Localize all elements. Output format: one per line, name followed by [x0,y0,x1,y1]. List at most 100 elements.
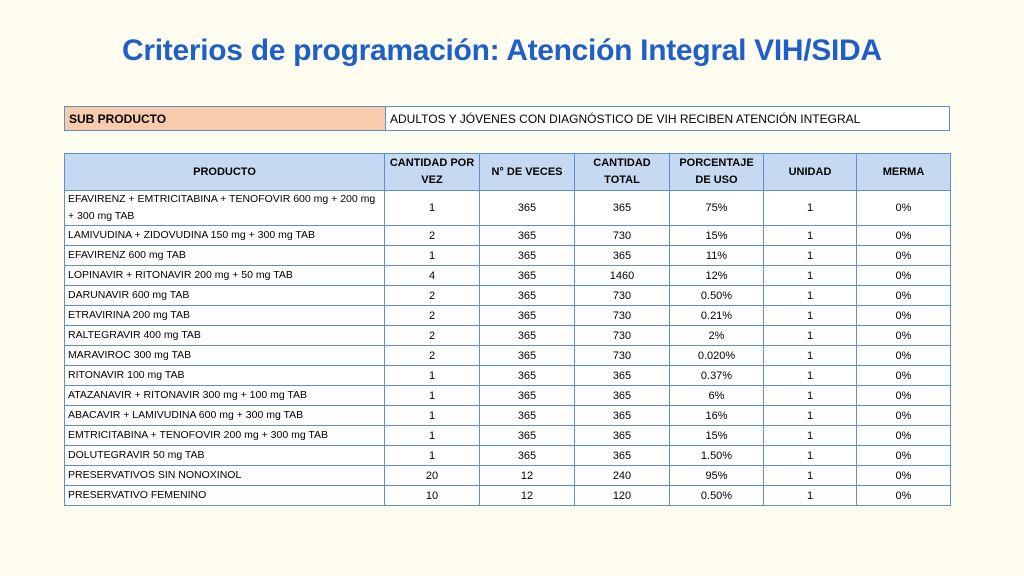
cell-cantidad: 1 [384,405,480,426]
cell-total: 365 [574,245,670,266]
cell-porcentaje: 95% [669,465,764,486]
cell-merma: 0% [856,245,951,266]
cell-porcentaje: 15% [669,225,764,246]
cell-producto: PRESERVATIVOS SIN NONOXINOL [64,465,385,486]
cell-cantidad: 10 [384,485,480,506]
cell-unidad: 1 [763,485,857,506]
cell-veces: 365 [479,190,575,226]
table-row: PRESERVATIVO FEMENINO 10 12 120 0.50% 1 0% [64,485,951,506]
cell-producto: MARAVIROC 300 mg TAB [64,345,385,366]
cell-unidad: 1 [763,325,857,346]
cell-producto: PRESERVATIVO FEMENINO [64,485,385,506]
table-row: DARUNAVIR 600 mg TAB 2 365 730 0.50% 1 0% [64,285,951,306]
subproduct-value: ADULTOS Y JÓVENES CON DIAGNÓSTICO DE VIH… [385,106,950,131]
cell-cantidad: 1 [384,385,480,406]
cell-cantidad: 2 [384,285,480,306]
cell-veces: 365 [479,325,575,346]
cell-veces: 365 [479,225,575,246]
cell-veces: 365 [479,365,575,386]
cell-veces: 365 [479,305,575,326]
cell-unidad: 1 [763,190,857,226]
cell-cantidad: 2 [384,225,480,246]
subproduct-label: SUB PRODUCTO [64,106,386,131]
subproduct-row: SUB PRODUCTO ADULTOS Y JÓVENES CON DIAGN… [64,106,950,131]
cell-porcentaje: 1.50% [669,445,764,466]
header-porcentaje: PORCENTAJE DE USO [669,153,764,191]
cell-total: 365 [574,425,670,446]
table-row: EFAVIRENZ + EMTRICITABINA + TENOFOVIR 60… [64,190,951,226]
table-row: EFAVIRENZ 600 mg TAB 1 365 365 11% 1 0% [64,245,951,266]
table-row: RALTEGRAVIR 400 mg TAB 2 365 730 2% 1 0% [64,325,951,346]
cell-porcentaje: 12% [669,265,764,286]
table-row: MARAVIROC 300 mg TAB 2 365 730 0.020% 1 0% [64,345,951,366]
cell-merma: 0% [856,425,951,446]
cell-cantidad: 1 [384,190,480,226]
cell-porcentaje: 6% [669,385,764,406]
cell-porcentaje: 0.50% [669,285,764,306]
cell-merma: 0% [856,265,951,286]
cell-porcentaje: 75% [669,190,764,226]
cell-total: 730 [574,305,670,326]
cell-cantidad: 1 [384,425,480,446]
cell-producto: ATAZANAVIR + RITONAVIR 300 mg + 100 mg T… [64,385,385,406]
cell-unidad: 1 [763,245,857,266]
cell-total: 120 [574,485,670,506]
cell-producto: RALTEGRAVIR 400 mg TAB [64,325,385,346]
cell-producto: EFAVIRENZ 600 mg TAB [64,245,385,266]
cell-total: 730 [574,325,670,346]
table-row: ABACAVIR + LAMIVUDINA 600 mg + 300 mg TA… [64,405,951,426]
cell-merma: 0% [856,385,951,406]
cell-veces: 365 [479,245,575,266]
cell-merma: 0% [856,485,951,506]
cell-producto: LOPINAVIR + RITONAVIR 200 mg + 50 mg TAB [64,265,385,286]
header-cantidad: CANTIDAD POR VEZ [384,153,480,191]
cell-producto: DARUNAVIR 600 mg TAB [64,285,385,306]
table-row: PRESERVATIVOS SIN NONOXINOL 20 12 240 95% 1 0% [64,465,951,486]
header-merma: MERMA [856,153,951,191]
cell-unidad: 1 [763,445,857,466]
cell-merma: 0% [856,305,951,326]
cell-porcentaje: 0.37% [669,365,764,386]
cell-cantidad: 2 [384,325,480,346]
cell-veces: 365 [479,405,575,426]
cell-producto: ABACAVIR + LAMIVUDINA 600 mg + 300 mg TA… [64,405,385,426]
table-row: LOPINAVIR + RITONAVIR 200 mg + 50 mg TAB… [64,265,951,286]
header-unidad: UNIDAD [763,153,857,191]
cell-cantidad: 1 [384,245,480,266]
cell-merma: 0% [856,190,951,226]
cell-producto: EMTRICITABINA + TENOFOVIR 200 mg + 300 m… [64,425,385,446]
cell-unidad: 1 [763,405,857,426]
cell-producto: EFAVIRENZ + EMTRICITABINA + TENOFOVIR 60… [64,190,385,226]
cell-cantidad: 20 [384,465,480,486]
cell-total: 240 [574,465,670,486]
header-producto: PRODUCTO [64,153,385,191]
cell-porcentaje: 16% [669,405,764,426]
cell-unidad: 1 [763,385,857,406]
cell-producto: ETRAVIRINA 200 mg TAB [64,305,385,326]
cell-merma: 0% [856,225,951,246]
cell-total: 365 [574,445,670,466]
table-row: RITONAVIR 100 mg TAB 1 365 365 0.37% 1 0% [64,365,951,386]
cell-unidad: 1 [763,285,857,306]
cell-unidad: 1 [763,265,857,286]
table-row: LAMIVUDINA + ZIDOVUDINA 150 mg + 300 mg … [64,225,951,246]
cell-cantidad: 1 [384,445,480,466]
cell-cantidad: 2 [384,305,480,326]
cell-cantidad: 4 [384,265,480,286]
cell-veces: 365 [479,345,575,366]
cell-total: 365 [574,385,670,406]
cell-unidad: 1 [763,305,857,326]
cell-unidad: 1 [763,465,857,486]
cell-total: 730 [574,225,670,246]
cell-unidad: 1 [763,365,857,386]
subproduct-table: SUB PRODUCTO ADULTOS Y JÓVENES CON DIAGN… [64,106,950,131]
cell-veces: 12 [479,465,575,486]
cell-unidad: 1 [763,345,857,366]
cell-veces: 365 [479,385,575,406]
cell-porcentaje: 15% [669,425,764,446]
cell-merma: 0% [856,465,951,486]
cell-veces: 365 [479,265,575,286]
cell-porcentaje: 11% [669,245,764,266]
cell-cantidad: 1 [384,365,480,386]
cell-producto: DOLUTEGRAVIR 50 mg TAB [64,445,385,466]
